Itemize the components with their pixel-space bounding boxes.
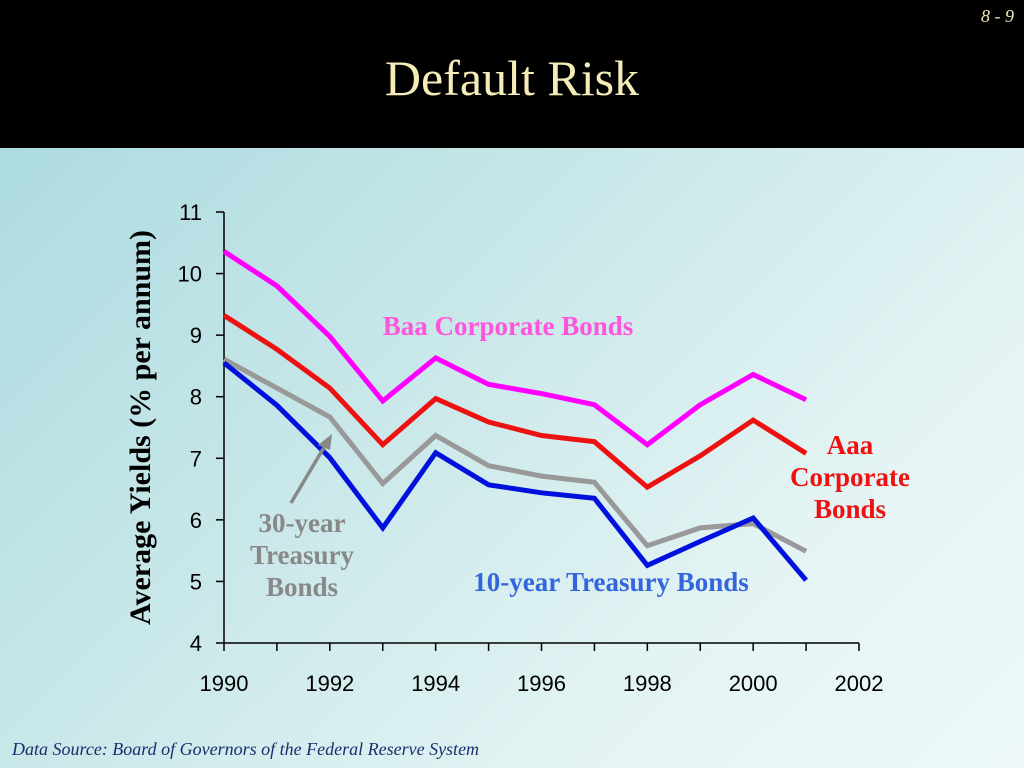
- y-tick-label: 11: [179, 200, 202, 225]
- data-source-note: Data Source: Board of Governors of the F…: [12, 739, 480, 759]
- y-tick-label: 7: [190, 446, 202, 471]
- slide-title: Default Risk: [384, 50, 640, 106]
- y-tick-label: 6: [190, 508, 202, 533]
- slide-number: 8 - 9: [981, 6, 1014, 26]
- y-tick-label: 8: [190, 385, 202, 410]
- x-tick-label: 1992: [305, 671, 354, 696]
- t10-series-label: 10-year Treasury Bonds: [473, 567, 749, 597]
- y-tick-label: 5: [190, 569, 202, 594]
- y-tick-label: 9: [190, 323, 202, 348]
- series-line: [222, 357, 808, 554]
- series-line: [222, 249, 808, 448]
- y-tick-label: 10: [178, 262, 202, 287]
- baa-series-label: Baa Corporate Bonds: [383, 311, 634, 341]
- t30-series-label: 30-year Treasury Bonds: [250, 508, 354, 602]
- x-tick-label: 1996: [517, 671, 566, 696]
- series-line: [222, 360, 809, 582]
- x-tick-label: 1994: [411, 671, 460, 696]
- x-tick-label: 2002: [835, 671, 884, 696]
- annotation-arrow-head: [318, 434, 332, 450]
- y-tick-label: 4: [190, 631, 202, 656]
- aaa-series-label: Aaa Corporate Bonds: [790, 430, 910, 524]
- title-bar: 8 - 9 Default Risk: [0, 0, 1024, 148]
- x-tick-label: 2000: [729, 671, 778, 696]
- x-tick-label: 1990: [200, 671, 249, 696]
- annotation-arrow-shaft: [289, 443, 328, 504]
- x-tick-label: 1998: [623, 671, 672, 696]
- series-line: [222, 313, 808, 491]
- yield-line-chart: 4 5 6 7 8 9 10 11 1990 1992 1994 1996 1998 2000 2002 Av…: [124, 200, 910, 696]
- y-axis-label: Average Yields (% per annum): [124, 230, 157, 625]
